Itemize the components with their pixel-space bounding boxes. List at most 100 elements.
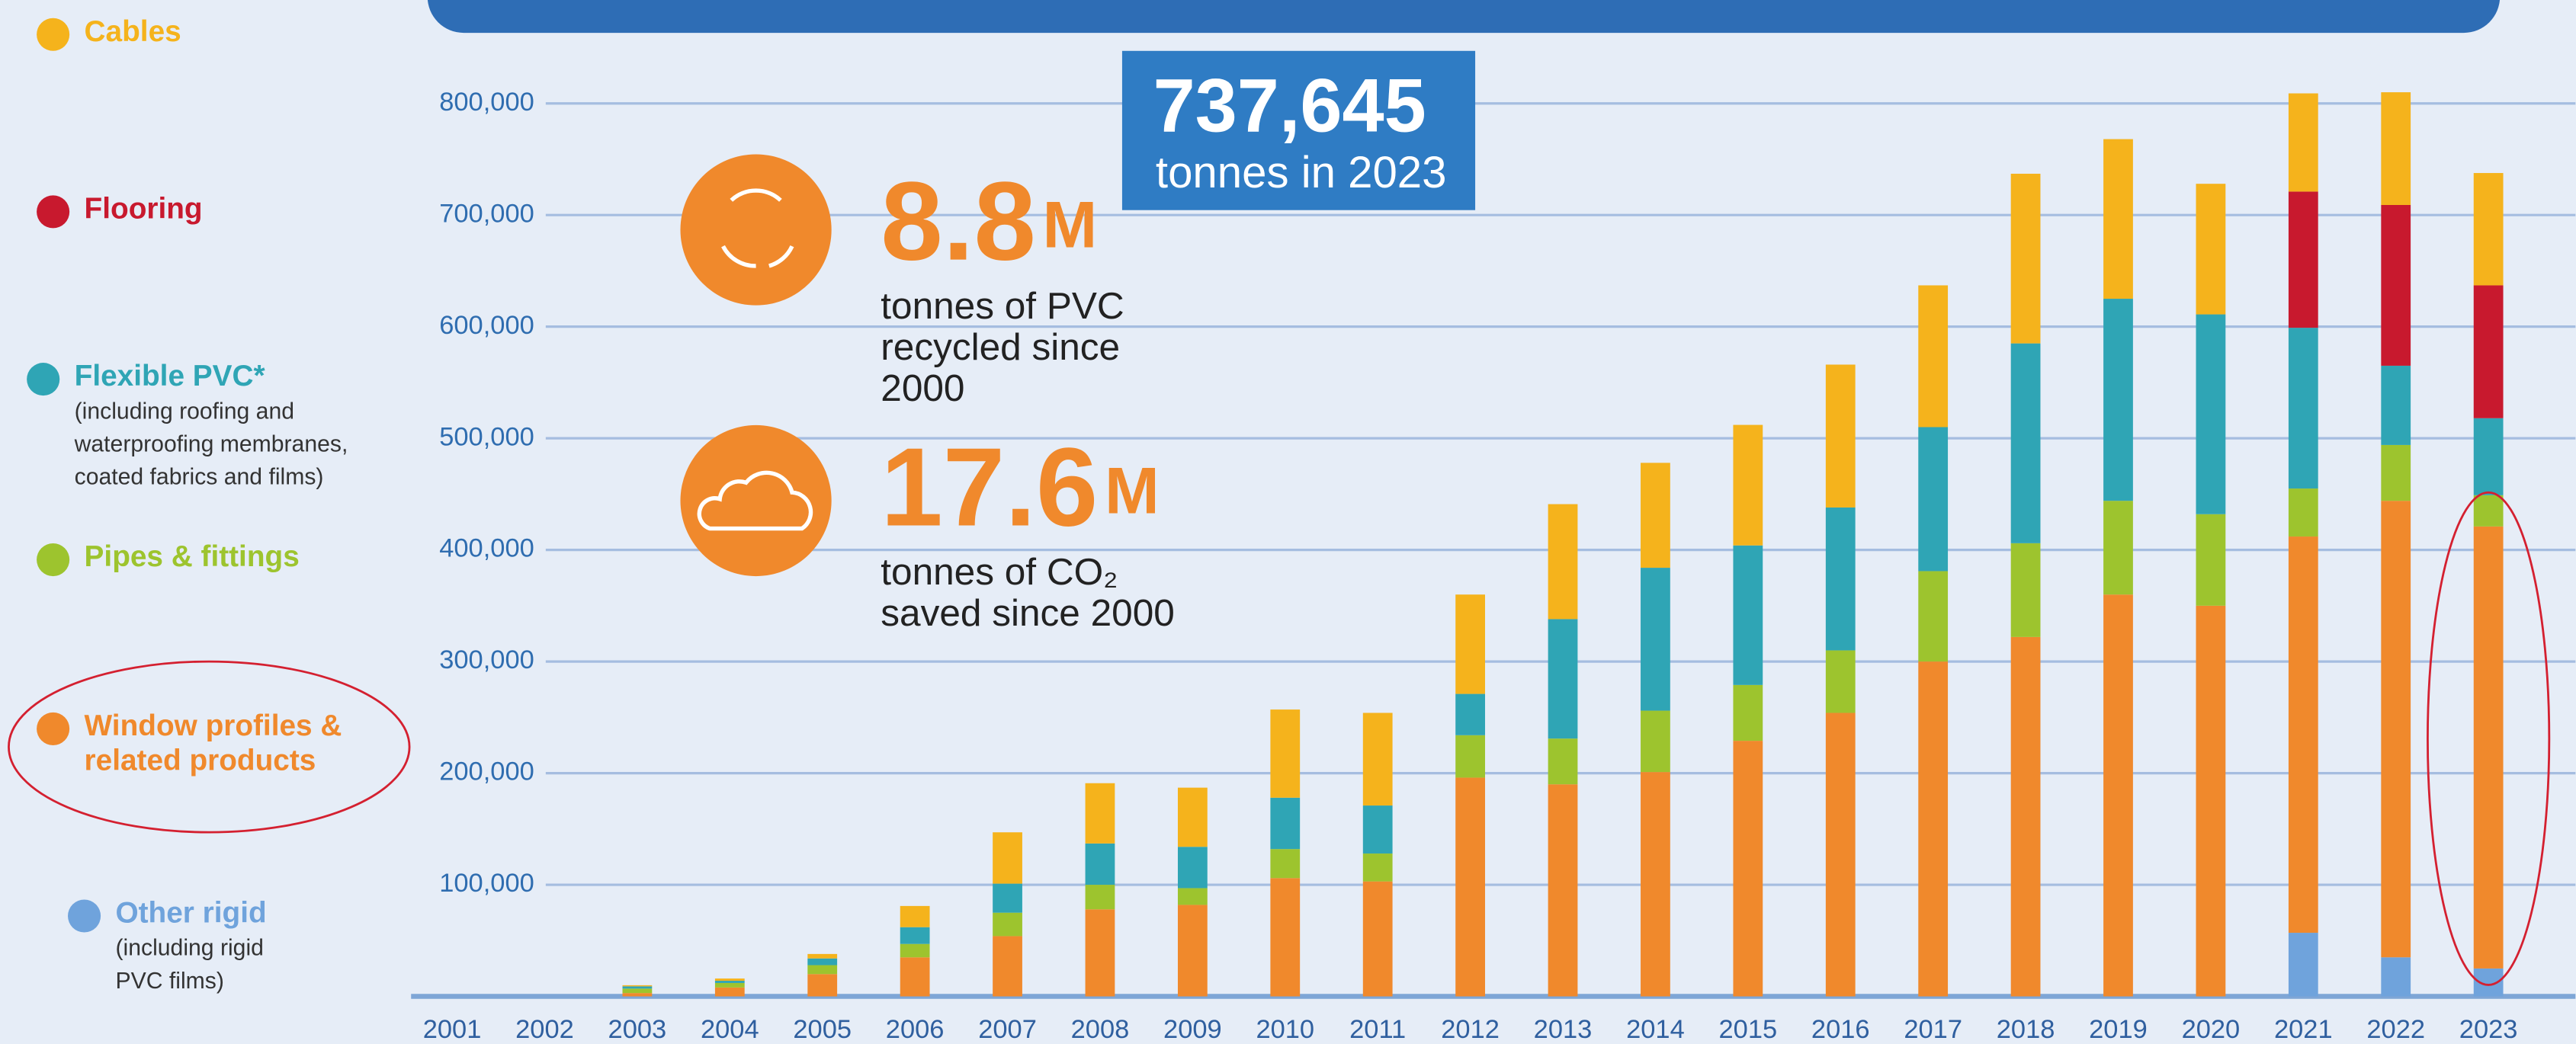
legend-label: Other rigid xyxy=(115,896,267,930)
stat-unit: M xyxy=(1105,454,1160,527)
x-tick-label: 2008 xyxy=(1071,1015,1130,1044)
stat-value: 17.6 M xyxy=(881,424,1159,549)
bar-segment xyxy=(1641,710,1670,773)
legend-entry: Pipes & fittings xyxy=(84,540,300,573)
x-tick-label: 2013 xyxy=(1534,1015,1593,1044)
stat-unit: M xyxy=(1043,188,1098,261)
legend-label: Cables xyxy=(84,14,181,48)
bar-segment xyxy=(714,978,745,982)
legend-note: (including rigid PVC films) xyxy=(115,934,264,994)
y-tick-label: 700,000 xyxy=(439,199,534,228)
bar-segment xyxy=(993,883,1022,913)
stat-value: 8.8 M xyxy=(881,159,1097,283)
x-tick-label: 2018 xyxy=(1997,1015,2055,1044)
stat-caption: 2000 xyxy=(881,367,964,409)
bar-segment xyxy=(993,936,1022,997)
highlight-box xyxy=(1121,50,1476,210)
stat-caption: saved since 2000 xyxy=(881,592,1175,634)
stat-number: 8.8 xyxy=(881,159,1036,283)
x-tick-label: 2007 xyxy=(978,1015,1037,1044)
bar-segment xyxy=(1085,885,1115,910)
bar-segment xyxy=(1362,713,1393,806)
bar-segment xyxy=(1270,709,1301,798)
x-tick-label: 2004 xyxy=(701,1015,759,1044)
legend-label: Window profiles & related products xyxy=(84,709,342,777)
bar-segment xyxy=(2473,526,2504,969)
bar-segment xyxy=(622,988,653,994)
bar-segment xyxy=(1918,661,1949,997)
legend-swatch xyxy=(37,712,70,745)
bar-segment xyxy=(714,982,745,988)
x-tick-label: 2010 xyxy=(1256,1015,1314,1044)
bar-segment xyxy=(993,912,1022,937)
bar-segment xyxy=(1825,713,1856,997)
bar-segment xyxy=(1455,693,1485,735)
x-tick-label: 2022 xyxy=(2366,1015,2425,1044)
bars xyxy=(622,92,2504,997)
legend-note: (including roofing and waterproofing mem… xyxy=(74,397,348,489)
legend-label: Pipes & fittings xyxy=(84,540,300,573)
bar-segment xyxy=(2288,933,2318,997)
bar-segment xyxy=(2381,205,2411,366)
bar-segment xyxy=(2103,594,2133,997)
bar-segment xyxy=(2473,173,2504,286)
bar-segment xyxy=(1733,424,1763,546)
bar-segment xyxy=(2103,139,2133,299)
bar-segment xyxy=(2288,93,2318,192)
bar-segment xyxy=(2381,365,2411,445)
bar-segment xyxy=(1825,364,1856,508)
bar-segment xyxy=(1918,285,1949,428)
bar-segment xyxy=(2196,605,2226,997)
grid: 100,000 200,000 300,000 400,000 500,000 600,0… xyxy=(411,88,2576,1044)
bar-segment xyxy=(1085,783,1115,844)
stat-caption: tonnes of PVC xyxy=(881,285,1124,327)
x-tick-label: 2016 xyxy=(1811,1015,1870,1044)
bar-segment xyxy=(1270,878,1301,997)
bar-segment xyxy=(2381,957,2411,997)
highlight-value: 737,645 xyxy=(1153,63,1426,148)
cloud-icon xyxy=(680,424,832,577)
bar-segment xyxy=(900,905,930,927)
stat-caption: tonnes of CO₂ xyxy=(881,551,1118,593)
x-tick-label: 2011 xyxy=(1349,1015,1406,1044)
bar-segment xyxy=(1548,784,1578,997)
x-tick-label: 2001 xyxy=(423,1015,482,1044)
y-tick-label: 400,000 xyxy=(439,534,534,563)
legend-entry: Window profiles & related products xyxy=(84,709,342,777)
bar-segment xyxy=(1548,504,1578,620)
bar-segment xyxy=(1641,568,1670,711)
x-tick-label: 2023 xyxy=(2459,1015,2518,1044)
legend-swatch xyxy=(27,363,60,396)
x-tick-label: 2005 xyxy=(793,1015,852,1044)
bar-segment xyxy=(1825,507,1856,651)
y-tick-label: 500,000 xyxy=(439,422,534,451)
legend-entry: Other rigid (including rigid PVC films) xyxy=(115,896,267,994)
bar-segment xyxy=(807,953,838,959)
bar-segment xyxy=(2288,191,2318,328)
bar-segment xyxy=(1085,843,1115,885)
bar-segment xyxy=(1641,463,1670,568)
bar-segment xyxy=(622,986,653,989)
bar-segment xyxy=(2473,495,2504,527)
cloud-shape xyxy=(697,470,813,531)
bar-segment xyxy=(1548,619,1578,739)
x-tick-label: 2017 xyxy=(1904,1015,1962,1044)
y-tick-label: 100,000 xyxy=(439,869,534,898)
bar-segment xyxy=(2381,444,2411,501)
bar-segment xyxy=(993,832,1022,884)
bar-segment xyxy=(714,987,745,997)
bar-segment xyxy=(900,943,930,958)
bar-segment xyxy=(1733,741,1763,997)
legend-label: Flooring xyxy=(84,192,203,226)
x-tick-label: 2012 xyxy=(1441,1015,1500,1044)
bar-segment xyxy=(1455,594,1485,694)
y-tick-label: 600,000 xyxy=(439,311,534,340)
bar-segment xyxy=(622,993,653,997)
bar-segment xyxy=(2288,536,2318,934)
bar-segment xyxy=(1177,905,1208,997)
bar-segment xyxy=(2010,343,2041,543)
bar-segment xyxy=(1918,571,1949,662)
x-tick-label: 2021 xyxy=(2274,1015,2333,1044)
bar-segment xyxy=(1177,847,1208,889)
